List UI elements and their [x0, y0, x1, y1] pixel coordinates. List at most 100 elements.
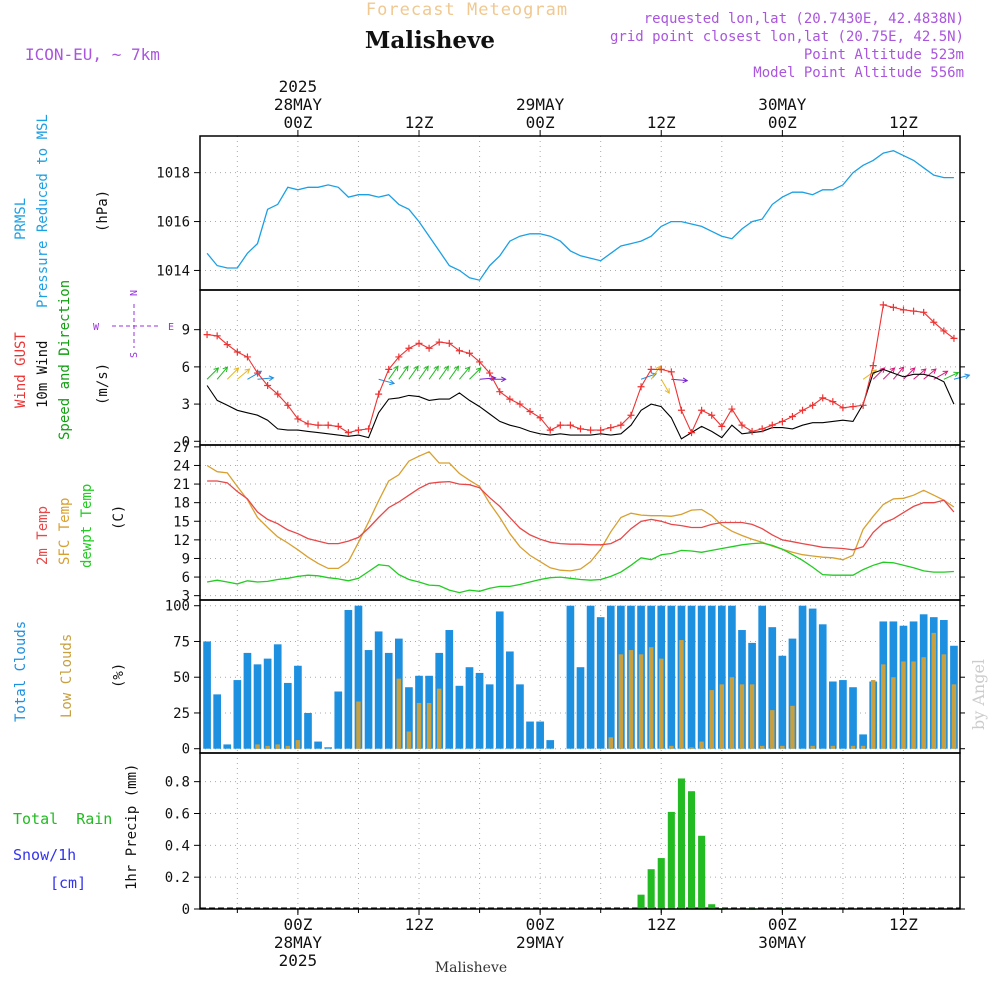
low-cloud-bar — [285, 745, 291, 749]
low-cloud-bar — [830, 745, 836, 749]
low-cloud-bar — [709, 690, 714, 749]
total-cloud-bar — [536, 721, 544, 749]
wind-gust-marker — [536, 414, 544, 422]
low-cloud-bar — [739, 684, 745, 749]
panel-frame-wind — [199, 289, 961, 446]
total-cloud-bar — [223, 744, 232, 749]
total-cloud-bar — [778, 655, 787, 749]
wind-direction-arrowhead — [403, 365, 409, 372]
gridpoint-coords: grid point closest lon,lat (20.75E, 42.5… — [610, 29, 964, 45]
wind-direction-arrowhead — [464, 366, 471, 373]
wind-gust-marker — [879, 301, 887, 309]
total-cloud-bar — [798, 605, 807, 749]
low-cloud-bar — [921, 657, 926, 749]
requested-coords: requested lon,lat (20.7430E, 42.4838N) — [644, 11, 964, 27]
wind-gust-marker — [799, 406, 807, 414]
ytick-label: 3 — [182, 397, 190, 413]
product-title: Forecast Meteogram — [366, 0, 568, 20]
wind-direction-arrow — [237, 368, 250, 380]
wind-gust-marker — [667, 368, 675, 376]
wind-gust-marker — [677, 406, 685, 414]
temp-label-2m: 2m Temp — [35, 506, 51, 565]
ytick-label: 12 — [173, 533, 190, 549]
wind-direction-arrow — [862, 369, 877, 380]
wind-gust-marker — [334, 422, 342, 430]
wind-gust-marker — [344, 429, 352, 437]
ytick-label: 9 — [182, 323, 190, 339]
bottom-hour-label: 12Z — [405, 915, 434, 934]
total-cloud-bar — [283, 682, 292, 749]
low-cloud-bar — [759, 745, 765, 749]
wind-gust-marker — [405, 344, 413, 352]
precip-labels: Total Rain Snow/1h [cm] 1hr Precip (mm) — [13, 764, 140, 892]
total-cloud-bar — [566, 605, 575, 749]
total-cloud-bar — [273, 644, 282, 749]
ytick-label: 21 — [173, 477, 190, 493]
wind-gust-marker — [688, 429, 696, 437]
wind-direction-arrow — [671, 378, 688, 382]
low-cloud-bar — [911, 661, 916, 749]
wind-gust-marker — [647, 365, 655, 373]
ytick-label: 75 — [173, 634, 190, 650]
ytick-label: 0 — [182, 434, 190, 450]
total-cloud-bar — [384, 652, 393, 749]
temp-label-sfc: SFC Temp — [57, 498, 73, 565]
wind-gust-marker — [243, 353, 251, 361]
wind-direction-arrowhead — [964, 373, 971, 379]
wind-gust-marker — [869, 362, 877, 370]
wind-direction-arrow — [923, 368, 937, 380]
wind-direction-arrowhead — [244, 368, 251, 374]
low-cloud-bar — [436, 688, 442, 749]
ytick-label: 1016 — [156, 215, 190, 231]
wind-direction-arrowhead — [433, 365, 439, 372]
total-cloud-bar — [304, 712, 312, 749]
wind-gust-marker — [506, 395, 514, 403]
low-cloud-bar — [265, 745, 270, 749]
wind-gust-marker — [617, 421, 625, 429]
wind-direction-arrowhead — [953, 371, 960, 377]
top-hour-label: 12Z — [405, 113, 434, 132]
wind-gust-marker — [415, 339, 423, 347]
wind-direction-arrowhead — [501, 376, 507, 383]
wind-direction-arrowhead — [413, 365, 419, 372]
wind-gust-marker — [597, 426, 605, 434]
wind-direction-arrowhead — [898, 366, 905, 373]
total-cloud-bar — [253, 664, 262, 749]
wind-direction-arrow — [206, 367, 219, 380]
top-date-label: 30MAY — [758, 95, 807, 114]
wind-gust-marker — [556, 421, 564, 429]
total-cloud-bar — [475, 672, 484, 749]
location-title: Malisheve — [365, 27, 495, 54]
ytick-label: 0.2 — [165, 870, 190, 886]
wind-gust-marker — [365, 425, 373, 433]
ytick-label: 6 — [182, 360, 190, 376]
wind-gust-marker — [698, 406, 706, 414]
wind-direction-arrowhead — [879, 367, 886, 373]
total-cloud-bar — [788, 638, 797, 749]
total-cloud-bar — [495, 611, 504, 749]
ytick-label: 1018 — [156, 166, 190, 182]
plot-layer — [200, 150, 971, 910]
ytick-label: 0.4 — [165, 838, 190, 854]
total-cloud-bar — [374, 631, 383, 749]
low-cloud-bar — [850, 745, 856, 749]
rain-bar — [687, 791, 696, 909]
low-cloud-bar — [659, 658, 664, 749]
wind-gust-marker — [455, 347, 463, 355]
wind-gust-marker — [425, 344, 433, 352]
wind-direction-arrow — [650, 365, 661, 380]
wind-gust-marker — [930, 318, 938, 326]
wind-gust-marker — [203, 331, 211, 339]
total-cloud-bar — [586, 605, 595, 749]
low-cloud-bar — [669, 745, 674, 749]
total-cloud-bar — [546, 740, 555, 749]
wind-direction-arrow — [226, 367, 239, 380]
wind-gust-marker — [788, 412, 796, 420]
bottom-hour-label: 12Z — [647, 915, 676, 934]
wind-direction-arrow — [408, 365, 419, 380]
wind-gust-marker — [778, 417, 786, 425]
low-cloud-bar — [426, 702, 432, 749]
total-cloud-bar — [687, 605, 696, 749]
total-cloud-bar — [596, 617, 605, 749]
rain-bar — [667, 811, 675, 909]
